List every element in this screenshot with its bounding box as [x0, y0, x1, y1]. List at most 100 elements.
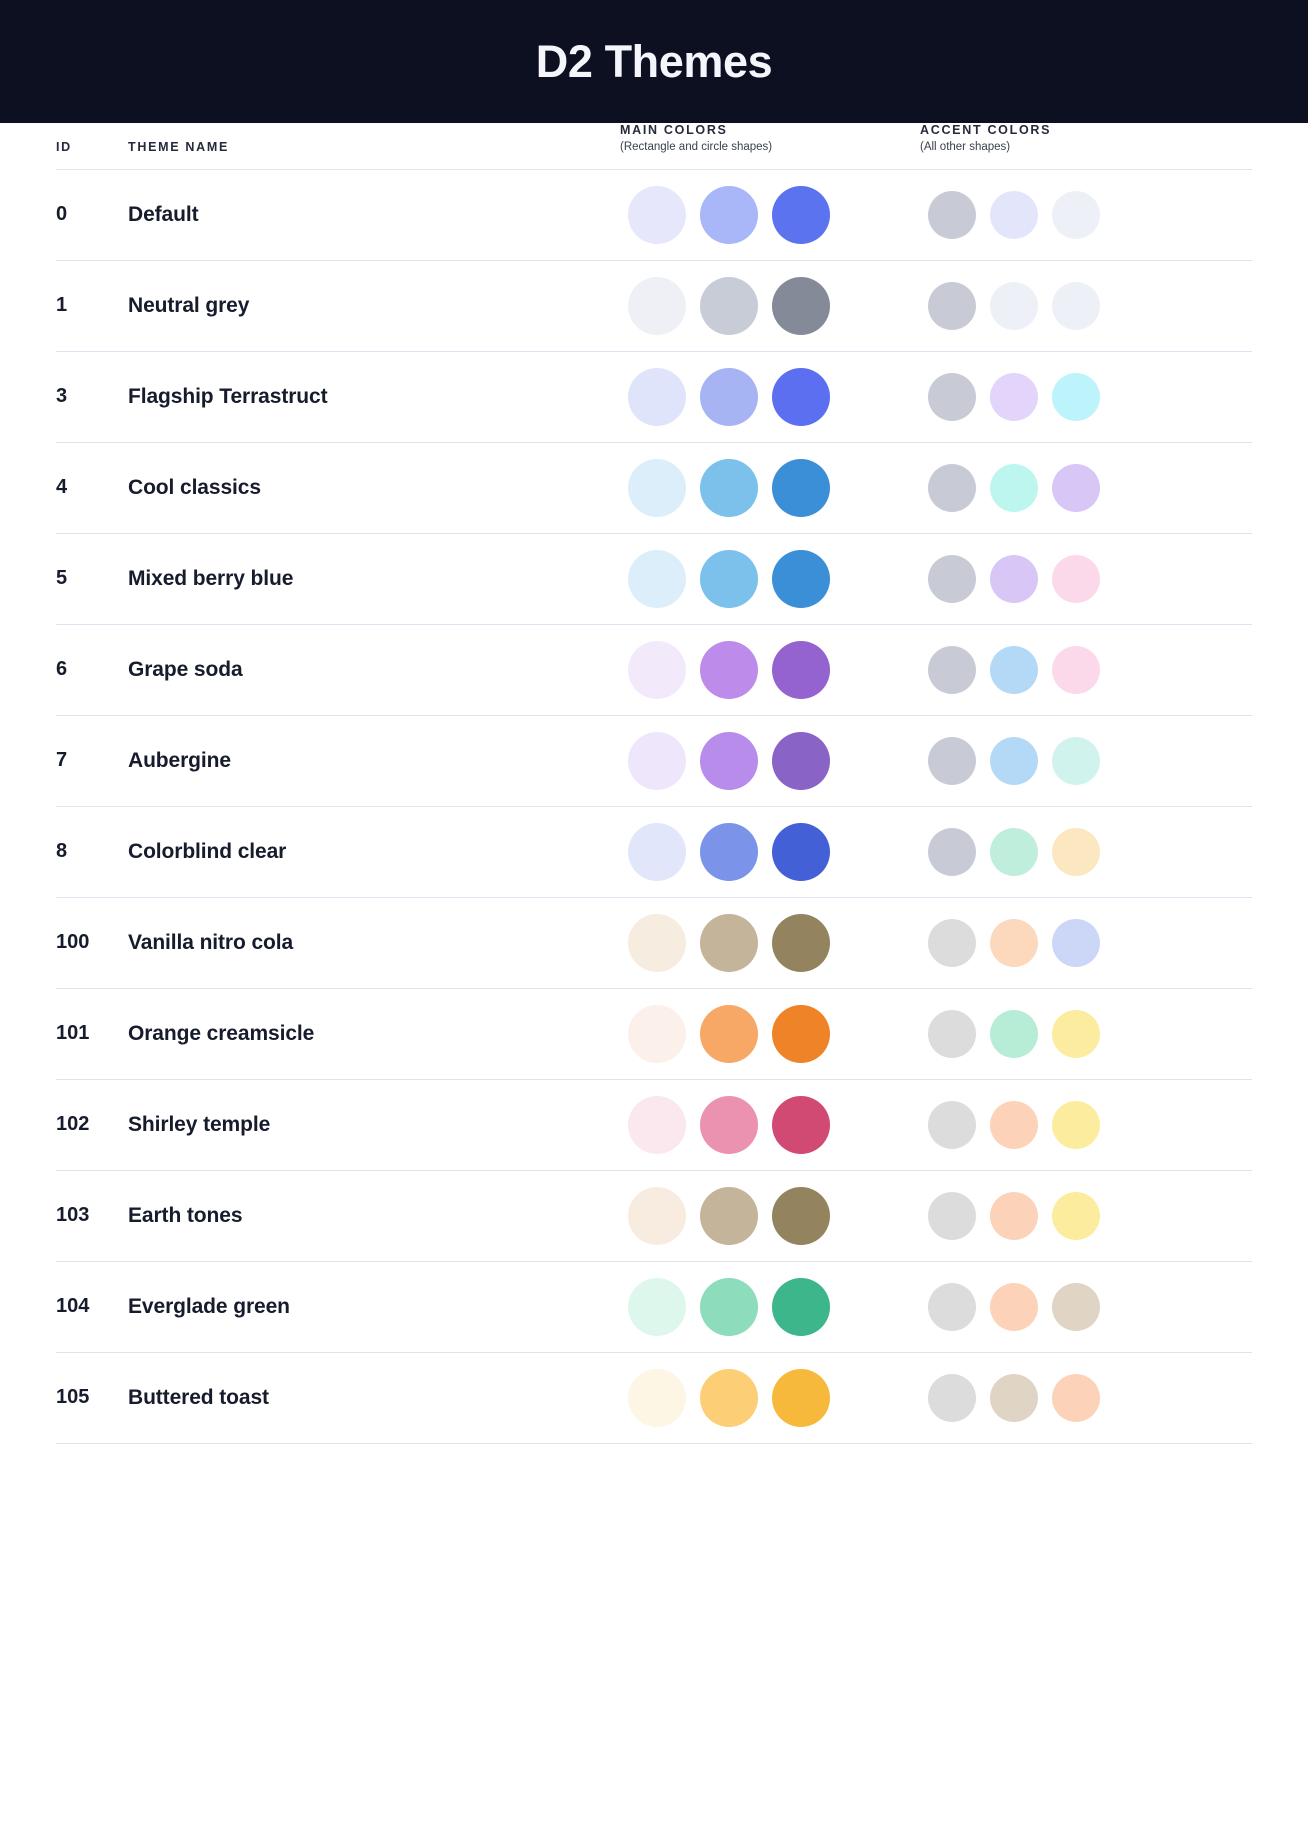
- accent-colors-cell: [920, 1352, 1252, 1443]
- accent-color-swatch: [1052, 1282, 1100, 1331]
- accent-color-swatch: [990, 645, 1038, 694]
- table-row[interactable]: 8 Colorblind clear: [56, 806, 1252, 898]
- accent-color-swatch: [928, 1009, 976, 1058]
- main-color-swatch: [700, 367, 758, 426]
- main-color-swatch: [700, 1368, 758, 1427]
- table-row[interactable]: 1 Neutral grey: [56, 260, 1252, 352]
- main-color-swatch: [628, 1368, 686, 1427]
- main-color-swatch: [772, 1368, 830, 1427]
- table-row[interactable]: 7 Aubergine: [56, 715, 1252, 807]
- accent-color-swatch: [928, 554, 976, 603]
- accent-colors-cell-group: [920, 372, 1252, 421]
- theme-id: 105: [56, 1386, 90, 1409]
- main-color-swatch: [772, 640, 830, 699]
- table-row[interactable]: 4 Cool classics: [56, 442, 1252, 534]
- main-colors-cell: [620, 533, 920, 624]
- main-color-swatch: [700, 185, 758, 244]
- theme-name: Cool classics: [128, 475, 261, 499]
- accent-color-swatch: [928, 1191, 976, 1240]
- accent-colors-cell-group: [920, 645, 1252, 694]
- column-header-accent-colors-subtitle: (All other shapes): [920, 141, 1011, 153]
- main-colors-cell-group: [620, 1368, 920, 1427]
- main-color-swatch: [772, 822, 830, 881]
- main-color-swatch: [628, 731, 686, 790]
- accent-color-swatch: [990, 1009, 1038, 1058]
- accent-color-swatch: [990, 1282, 1038, 1331]
- accent-color-swatch: [990, 281, 1038, 330]
- main-colors-cell-group: [620, 458, 920, 517]
- table-row[interactable]: 105 Buttered toast: [56, 1352, 1252, 1444]
- accent-colors-cell-group: [920, 827, 1252, 876]
- table-row[interactable]: 104 Everglade green: [56, 1261, 1252, 1353]
- theme-id: 0: [56, 203, 68, 226]
- theme-id: 103: [56, 1204, 90, 1227]
- main-color-swatch: [700, 822, 758, 881]
- table-row[interactable]: 5 Mixed berry blue: [56, 533, 1252, 625]
- accent-colors-cell: [920, 897, 1252, 988]
- accent-color-swatch: [928, 1100, 976, 1149]
- theme-id: 6: [56, 658, 68, 681]
- main-colors-cell: [620, 1352, 920, 1443]
- table-row[interactable]: 0 Default: [56, 169, 1252, 261]
- main-color-swatch: [772, 731, 830, 790]
- column-header-id: ID: [56, 123, 128, 170]
- accent-color-swatch: [990, 736, 1038, 785]
- table-row[interactable]: 100 Vanilla nitro cola: [56, 897, 1252, 989]
- main-colors-cell: [620, 351, 920, 442]
- theme-name: Earth tones: [128, 1203, 243, 1227]
- main-color-swatch: [772, 276, 830, 335]
- main-color-swatch: [628, 640, 686, 699]
- accent-color-swatch: [928, 918, 976, 967]
- main-color-swatch: [772, 1186, 830, 1245]
- main-colors-cell: [620, 442, 920, 533]
- accent-colors-cell-group: [920, 1373, 1252, 1422]
- theme-name: Shirley temple: [128, 1112, 271, 1136]
- accent-color-swatch: [928, 281, 976, 330]
- accent-color-swatch: [990, 463, 1038, 512]
- accent-color-swatch: [928, 645, 976, 694]
- accent-colors-cell-group: [920, 1191, 1252, 1240]
- table-row[interactable]: 102 Shirley temple: [56, 1079, 1252, 1171]
- themes-table-wrap: ID THEME NAME MAIN COLORS (Rectangle and…: [0, 123, 1308, 1444]
- main-color-swatch: [628, 1186, 686, 1245]
- theme-name: Neutral grey: [128, 293, 250, 317]
- accent-colors-cell: [920, 1079, 1252, 1170]
- accent-colors-cell: [920, 715, 1252, 806]
- main-color-swatch: [700, 731, 758, 790]
- table-row[interactable]: 6 Grape soda: [56, 624, 1252, 716]
- column-header-main-colors-subtitle: (Rectangle and circle shapes): [620, 141, 773, 153]
- main-color-swatch: [628, 276, 686, 335]
- accent-color-swatch: [1052, 827, 1100, 876]
- accent-color-swatch: [1052, 736, 1100, 785]
- main-color-swatch: [700, 458, 758, 517]
- column-header-id-title: ID: [56, 139, 72, 154]
- main-color-swatch: [628, 185, 686, 244]
- accent-color-swatch: [1052, 1373, 1100, 1422]
- theme-name: Aubergine: [128, 748, 231, 772]
- accent-color-swatch: [990, 190, 1038, 239]
- accent-colors-cell-group: [920, 281, 1252, 330]
- theme-name: Grape soda: [128, 657, 243, 681]
- main-color-swatch: [628, 822, 686, 881]
- themes-table: ID THEME NAME MAIN COLORS (Rectangle and…: [56, 123, 1252, 1444]
- main-colors-cell: [620, 169, 920, 260]
- accent-colors-cell-group: [920, 736, 1252, 785]
- main-color-swatch: [700, 640, 758, 699]
- column-header-accent-colors-title: ACCENT COLORS: [920, 123, 1052, 137]
- accent-color-swatch: [1052, 372, 1100, 421]
- table-row[interactable]: 3 Flagship Terrastruct: [56, 351, 1252, 443]
- accent-colors-cell: [920, 806, 1252, 897]
- theme-name: Buttered toast: [128, 1385, 269, 1409]
- theme-name: Mixed berry blue: [128, 566, 294, 590]
- accent-color-swatch: [1052, 1100, 1100, 1149]
- theme-name: Default: [128, 202, 199, 226]
- main-colors-cell-group: [620, 731, 920, 790]
- column-header-main-colors-title: MAIN COLORS: [620, 123, 728, 137]
- column-header-theme-name: THEME NAME: [128, 123, 620, 170]
- table-row[interactable]: 101 Orange creamsicle: [56, 988, 1252, 1080]
- main-colors-cell-group: [620, 1095, 920, 1154]
- accent-colors-cell: [920, 1170, 1252, 1261]
- accent-color-swatch: [990, 554, 1038, 603]
- table-row[interactable]: 103 Earth tones: [56, 1170, 1252, 1262]
- accent-color-swatch: [928, 827, 976, 876]
